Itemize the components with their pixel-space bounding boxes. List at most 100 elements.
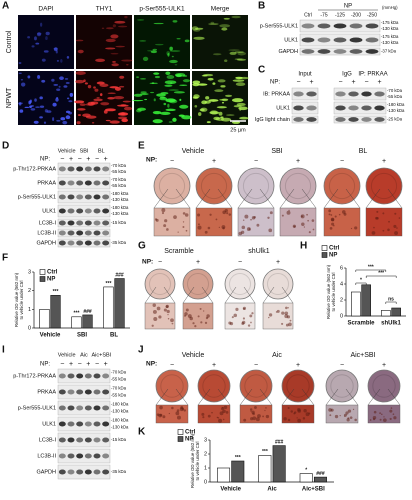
- texture: [182, 212, 186, 215]
- texture: [163, 102, 167, 106]
- np-sign: +: [296, 362, 300, 369]
- texture: [249, 314, 253, 318]
- band: [76, 194, 84, 200]
- texture: [159, 97, 168, 101]
- kda-label: -130 kDa: [381, 26, 399, 31]
- texture: [182, 79, 191, 83]
- blot-strip: [57, 238, 111, 248]
- texture: [171, 55, 174, 58]
- texture: [165, 304, 169, 308]
- texture: [252, 412, 255, 416]
- texture: [194, 324, 197, 328]
- dish-stain: [229, 273, 251, 295]
- y-tick-label: 3: [28, 269, 31, 275]
- band: [93, 240, 101, 246]
- texture: [330, 214, 333, 216]
- np-sign: −: [60, 156, 64, 163]
- texture: [223, 17, 230, 20]
- legend-label: NP: [329, 253, 337, 259]
- band: [335, 105, 346, 111]
- kda-label: -15 kDa: [111, 220, 127, 225]
- texture: [303, 409, 307, 413]
- texture: [103, 110, 108, 114]
- significance-label: ###: [275, 439, 284, 445]
- texture: [250, 218, 252, 221]
- texture: [115, 45, 125, 48]
- band: [76, 421, 84, 427]
- texture: [225, 410, 229, 414]
- dish-stain: [244, 374, 268, 398]
- texture: [307, 219, 309, 222]
- texture: [159, 405, 163, 410]
- texture: [285, 306, 288, 310]
- band: [93, 437, 101, 443]
- band: [102, 405, 110, 411]
- bar: [381, 310, 391, 317]
- band: [76, 180, 84, 186]
- kda-label: -55 kDa: [111, 393, 127, 398]
- texture: [231, 98, 244, 103]
- texture: [45, 31, 50, 36]
- texture: [77, 49, 84, 54]
- texture: [30, 108, 36, 111]
- texture: [212, 53, 222, 56]
- texture: [60, 59, 63, 63]
- y-tick-label: 0: [28, 325, 31, 331]
- texture: [140, 78, 147, 80]
- zoom-line: [365, 188, 381, 209]
- texture: [159, 413, 163, 417]
- band: [365, 49, 379, 54]
- kda-label: -130 kDa: [111, 425, 129, 430]
- texture: [43, 121, 47, 124]
- texture: [376, 210, 379, 213]
- texture: [344, 415, 346, 417]
- texture: [179, 84, 188, 86]
- band: [58, 240, 66, 246]
- texture: [105, 38, 116, 43]
- zoom-line: [201, 286, 214, 304]
- texture: [77, 108, 86, 111]
- band: [365, 37, 379, 43]
- texture: [112, 24, 116, 28]
- texture: [197, 112, 202, 117]
- texture: [110, 52, 119, 55]
- np-sign: −: [60, 361, 64, 368]
- texture: [393, 224, 397, 228]
- dish-stain: [187, 273, 209, 295]
- np-sign: +: [212, 362, 216, 369]
- row-label: LC3B-I: [39, 437, 57, 443]
- texture: [204, 230, 208, 234]
- texture: [255, 417, 260, 422]
- texture: [96, 97, 100, 99]
- texture: [64, 78, 69, 80]
- legend-label: Ctrl: [329, 246, 340, 252]
- x-tick-label: Vehicle: [40, 333, 61, 339]
- texture: [215, 117, 224, 121]
- band: [67, 180, 75, 186]
- texture: [308, 231, 311, 234]
- texture: [215, 218, 218, 221]
- zoom-line: [243, 286, 256, 304]
- band: [293, 117, 304, 122]
- texture: [207, 77, 214, 81]
- texture: [287, 307, 289, 309]
- texture: [383, 416, 385, 418]
- texture: [347, 409, 352, 413]
- band: [93, 180, 101, 186]
- texture: [375, 216, 378, 220]
- legend-swatch: [321, 245, 328, 251]
- group-label: BL: [98, 148, 105, 154]
- band: [58, 166, 66, 172]
- bar: [231, 460, 245, 483]
- panel-label: E: [138, 141, 145, 152]
- kda-label: -35 kDa: [111, 240, 127, 245]
- zoom-line: [279, 188, 295, 209]
- texture: [388, 220, 390, 223]
- texture: [177, 231, 179, 233]
- texture: [184, 213, 189, 217]
- zoom-line: [345, 188, 361, 209]
- texture: [329, 226, 333, 230]
- band: [102, 469, 110, 475]
- legend-swatch: [39, 269, 46, 275]
- texture: [150, 91, 155, 94]
